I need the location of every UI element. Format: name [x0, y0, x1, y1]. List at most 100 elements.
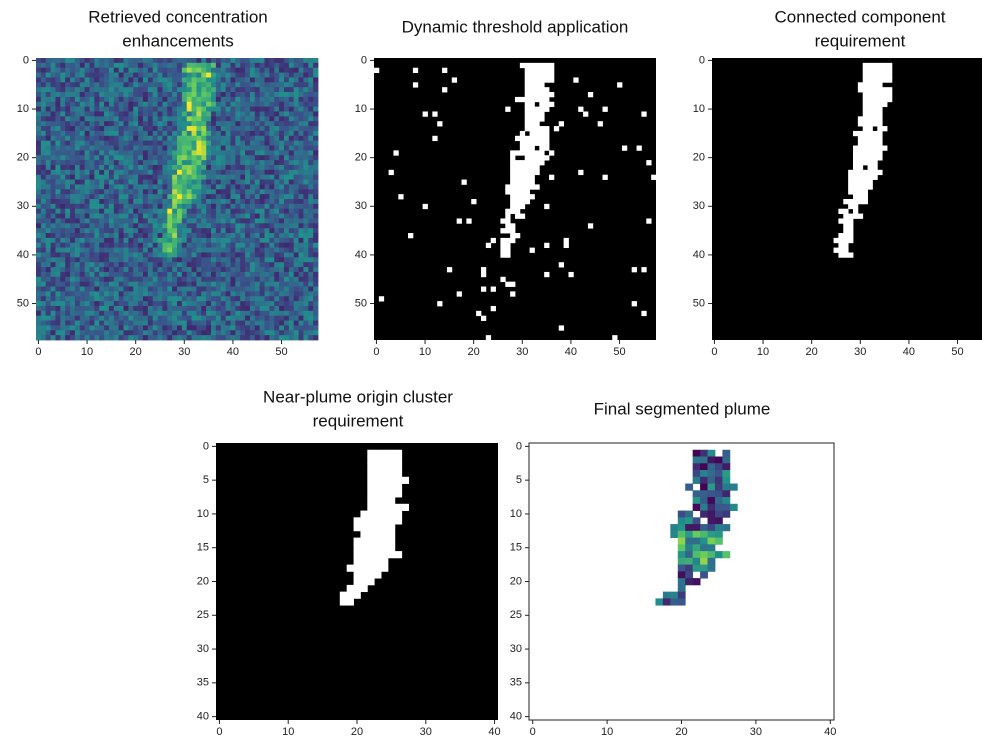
pixel — [167, 237, 173, 244]
pixel — [70, 145, 76, 151]
pixel — [308, 121, 314, 127]
pixel — [147, 140, 154, 146]
pixel — [147, 160, 154, 166]
pixel — [843, 237, 849, 244]
pixel — [230, 286, 236, 292]
pixel — [636, 145, 642, 151]
pixel — [181, 296, 188, 302]
pixel — [249, 111, 256, 117]
pixel — [147, 174, 154, 180]
pixel — [206, 116, 212, 122]
pixel — [259, 62, 265, 69]
pixel — [147, 77, 154, 83]
pixel — [108, 169, 115, 176]
pixel — [264, 101, 270, 108]
pixel — [308, 286, 314, 292]
pixel — [196, 310, 202, 317]
pixel — [220, 310, 227, 317]
pixel — [162, 87, 168, 93]
pixel — [882, 72, 888, 78]
pixel — [374, 503, 382, 511]
pixel — [862, 62, 868, 69]
pixel — [857, 174, 864, 180]
pixel — [220, 169, 227, 176]
pixel — [274, 291, 280, 297]
pixel — [293, 276, 299, 283]
pixel — [147, 184, 154, 190]
pixel — [172, 315, 178, 321]
pixel — [50, 199, 56, 205]
pixel — [206, 121, 212, 127]
pixel — [196, 208, 202, 214]
pixel — [113, 233, 120, 239]
pixel — [240, 296, 246, 302]
pixel — [157, 164, 163, 171]
pixel — [113, 82, 120, 88]
pixel — [544, 140, 550, 146]
pixel — [245, 101, 251, 108]
pixel — [240, 58, 246, 64]
pixel — [65, 116, 71, 122]
pixel — [133, 208, 139, 214]
pixel — [220, 194, 227, 200]
pixel — [74, 116, 81, 122]
pixel — [872, 72, 878, 78]
pixel — [99, 291, 105, 297]
pixel — [510, 281, 516, 287]
pixel — [867, 87, 873, 93]
pixel — [142, 233, 149, 239]
pixel — [40, 126, 47, 132]
pixel — [544, 271, 550, 278]
pixel — [181, 286, 188, 292]
pixel — [36, 271, 42, 278]
pixel — [181, 291, 188, 297]
pixel — [94, 194, 100, 200]
pixel — [118, 267, 124, 273]
pixel — [215, 237, 222, 244]
pixel — [313, 189, 319, 195]
pixel — [36, 310, 42, 317]
pixel — [240, 247, 246, 253]
pixel — [288, 179, 295, 185]
pixel — [113, 58, 120, 64]
pixel — [36, 96, 42, 103]
pixel — [374, 490, 382, 498]
pixel — [60, 223, 66, 229]
y-tick-label: 30 — [197, 643, 209, 655]
pixel — [259, 160, 265, 166]
pixel — [264, 140, 270, 146]
pixel — [249, 155, 256, 161]
pixel — [167, 160, 173, 166]
pixel — [147, 228, 154, 234]
pixel — [249, 130, 256, 137]
pixel — [534, 140, 540, 146]
pixel — [177, 150, 183, 156]
pixel — [94, 271, 100, 278]
pixel — [259, 305, 265, 312]
pixel — [360, 564, 368, 572]
pixel — [172, 213, 178, 219]
pixel — [461, 179, 467, 185]
pixel — [104, 203, 110, 210]
pixel — [230, 62, 236, 69]
pixel — [714, 524, 723, 532]
pixel — [279, 291, 285, 297]
pixel — [288, 72, 295, 78]
pixel — [259, 126, 265, 132]
pixel — [70, 160, 76, 166]
pixel — [269, 320, 275, 326]
pixel — [387, 537, 396, 545]
pixel — [99, 213, 105, 219]
pixel — [670, 524, 679, 532]
pixel — [152, 281, 158, 287]
pixel — [104, 179, 110, 185]
pixel — [45, 301, 51, 307]
pixel — [505, 218, 511, 224]
pixel — [70, 310, 76, 317]
pixel — [65, 130, 71, 137]
pixel — [283, 320, 290, 326]
pixel — [108, 116, 115, 122]
pixel — [240, 67, 246, 73]
pixel — [293, 271, 299, 278]
pixel — [254, 184, 261, 190]
